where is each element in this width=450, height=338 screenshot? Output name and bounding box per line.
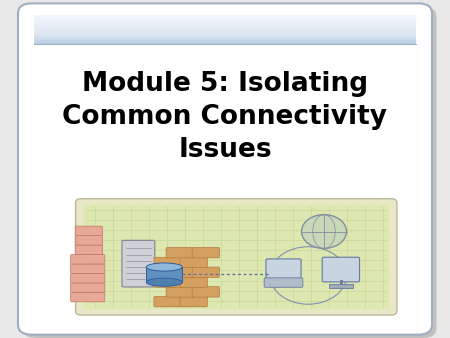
FancyBboxPatch shape	[75, 245, 103, 255]
Bar	[34, 26, 416, 27]
Bar	[34, 21, 416, 22]
Bar	[34, 31, 416, 32]
FancyBboxPatch shape	[266, 259, 301, 282]
FancyBboxPatch shape	[180, 277, 207, 287]
Bar	[34, 39, 416, 40]
Bar	[34, 37, 416, 38]
Bar	[34, 29, 416, 30]
FancyBboxPatch shape	[76, 199, 397, 315]
Bar	[34, 25, 416, 26]
Bar	[34, 38, 416, 39]
Bar	[34, 32, 416, 33]
FancyBboxPatch shape	[166, 287, 194, 297]
Bar	[328, 284, 353, 288]
FancyBboxPatch shape	[75, 236, 103, 245]
Circle shape	[302, 215, 346, 248]
Bar	[34, 15, 416, 16]
FancyBboxPatch shape	[71, 255, 105, 264]
FancyBboxPatch shape	[192, 267, 220, 277]
FancyBboxPatch shape	[22, 7, 436, 338]
Bar	[34, 39, 416, 40]
FancyBboxPatch shape	[71, 283, 105, 292]
Bar	[34, 33, 416, 34]
Bar	[146, 267, 182, 282]
FancyBboxPatch shape	[192, 247, 220, 258]
Text: Module 5: Isolating
Common Connectivity
Issues: Module 5: Isolating Common Connectivity …	[63, 71, 387, 163]
Bar	[34, 31, 416, 32]
Bar	[34, 28, 416, 29]
FancyBboxPatch shape	[71, 273, 105, 283]
FancyBboxPatch shape	[192, 287, 220, 297]
Bar	[34, 33, 416, 34]
FancyBboxPatch shape	[166, 247, 194, 258]
Bar	[34, 30, 416, 31]
FancyBboxPatch shape	[322, 257, 360, 282]
FancyBboxPatch shape	[71, 292, 105, 302]
Bar	[34, 23, 416, 25]
Ellipse shape	[146, 278, 182, 286]
FancyBboxPatch shape	[18, 3, 432, 335]
Ellipse shape	[146, 263, 182, 271]
FancyBboxPatch shape	[154, 277, 181, 287]
Bar	[34, 42, 416, 43]
Bar	[34, 16, 416, 17]
FancyBboxPatch shape	[83, 204, 389, 309]
Bar	[34, 19, 416, 20]
Bar	[34, 24, 416, 25]
FancyBboxPatch shape	[180, 257, 207, 268]
Bar	[34, 35, 416, 36]
Bar	[34, 20, 416, 21]
Bar	[34, 40, 416, 41]
FancyBboxPatch shape	[154, 257, 181, 268]
Bar	[34, 17, 416, 18]
FancyBboxPatch shape	[154, 296, 181, 307]
Bar	[34, 19, 416, 20]
FancyBboxPatch shape	[180, 296, 207, 307]
Bar	[34, 43, 416, 44]
FancyBboxPatch shape	[75, 226, 103, 236]
Bar	[34, 36, 416, 37]
Bar	[34, 41, 416, 42]
Bar	[34, 22, 416, 23]
Bar	[34, 37, 416, 38]
Bar	[34, 26, 416, 27]
FancyBboxPatch shape	[122, 240, 155, 287]
FancyBboxPatch shape	[71, 264, 105, 273]
FancyBboxPatch shape	[264, 278, 303, 287]
Bar	[34, 27, 416, 28]
Bar	[34, 23, 416, 24]
Bar	[34, 28, 416, 30]
Bar	[34, 18, 416, 19]
Bar	[34, 34, 416, 35]
Bar	[34, 42, 416, 43]
FancyBboxPatch shape	[166, 267, 194, 277]
Bar	[34, 16, 416, 17]
Bar	[34, 21, 416, 22]
